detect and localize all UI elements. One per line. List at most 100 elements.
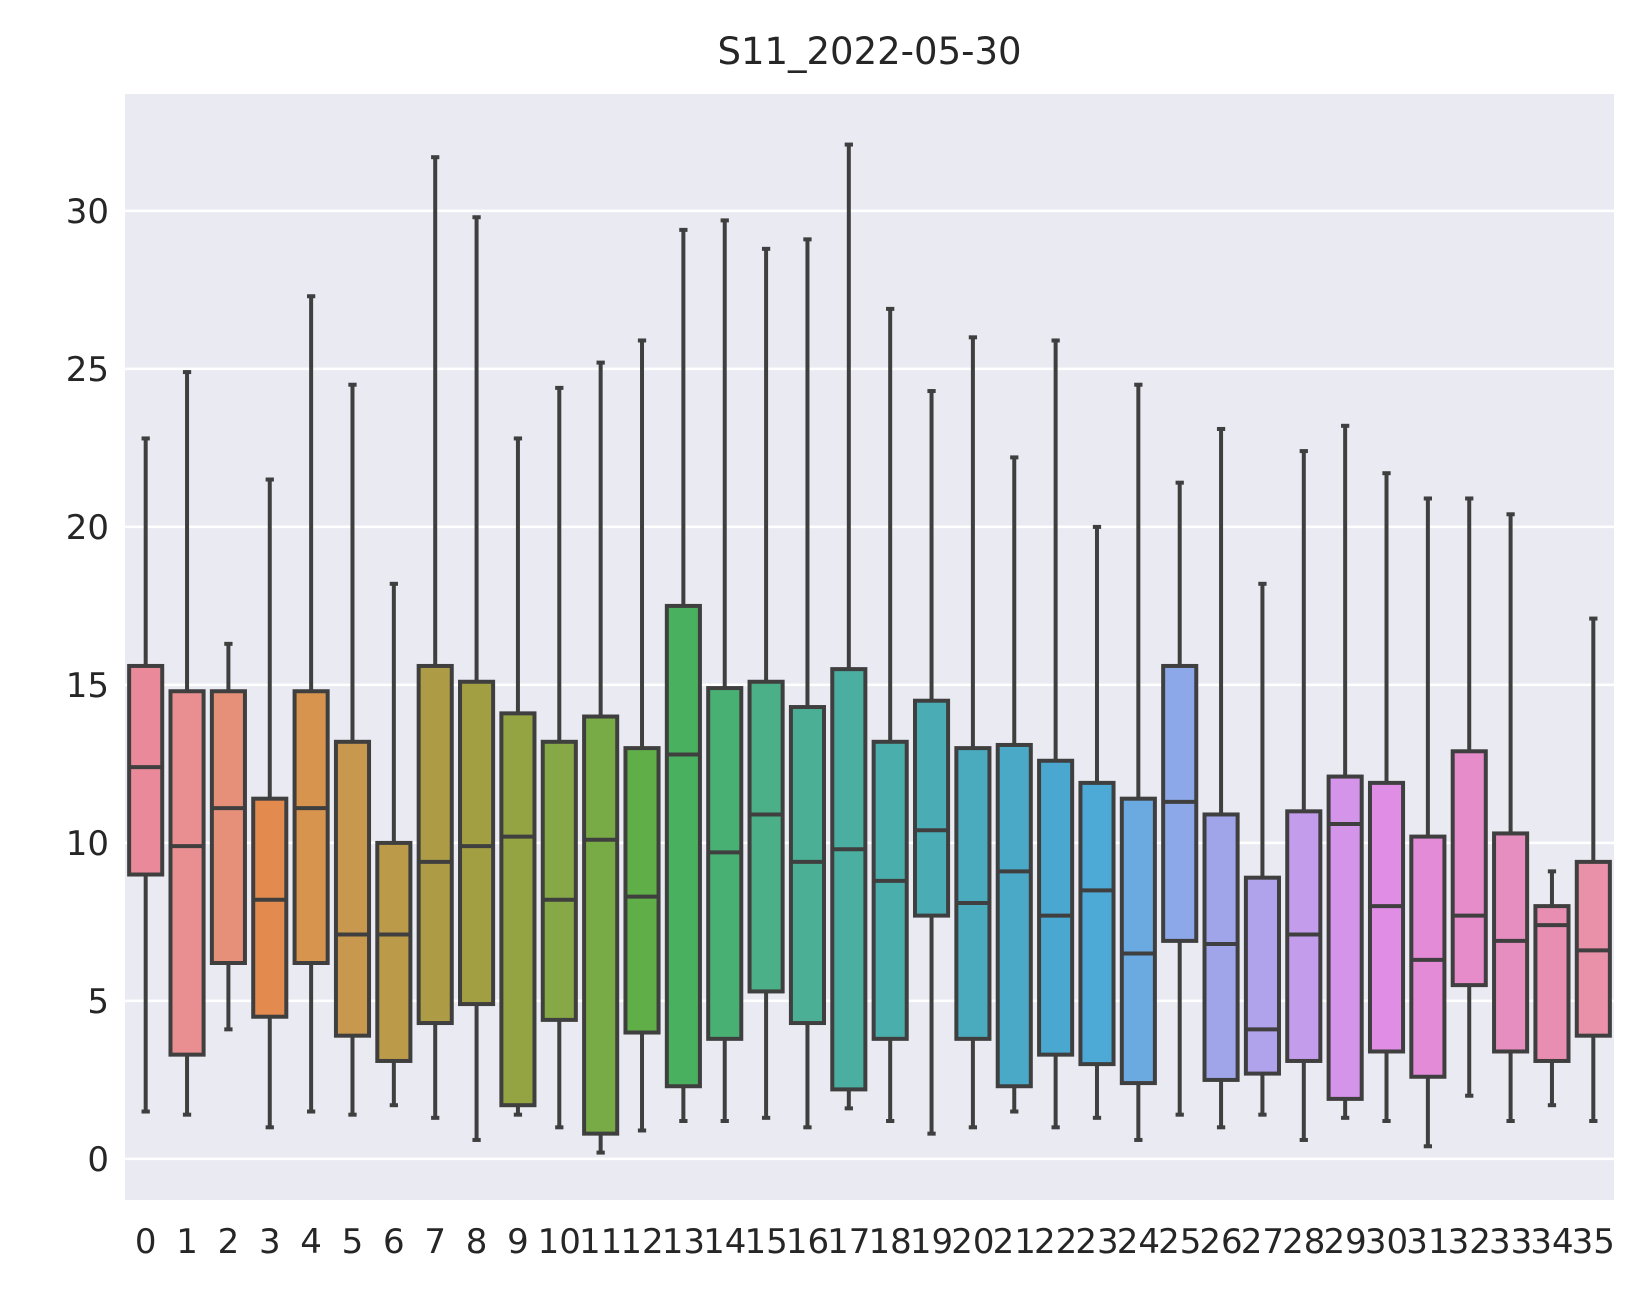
y-tick-label: 10 — [66, 824, 109, 864]
y-tick-label: 20 — [66, 508, 109, 548]
box-7 — [416, 155, 454, 1120]
x-tick-label: 11 — [579, 1222, 622, 1262]
iqr-box — [168, 689, 206, 1057]
x-tick-label: 12 — [620, 1222, 663, 1262]
iqr-box — [1409, 834, 1447, 1079]
x-tick-label: 31 — [1406, 1222, 1449, 1262]
box-1 — [168, 370, 206, 1117]
y-tick-label: 30 — [66, 192, 109, 232]
x-tick-label: 6 — [383, 1222, 405, 1262]
iqr-box — [912, 698, 951, 918]
box-8 — [458, 215, 496, 1142]
iqr-box — [375, 840, 413, 1063]
box-28 — [1285, 449, 1323, 1142]
box-16 — [788, 237, 827, 1130]
x-tick-label: 22 — [1034, 1222, 1077, 1262]
box-26 — [1202, 426, 1240, 1130]
iqr-box — [664, 603, 702, 1089]
iqr-box — [540, 739, 578, 1022]
box-9 — [499, 436, 537, 1117]
iqr-box — [1202, 812, 1240, 1082]
x-tick-label: 13 — [662, 1222, 705, 1262]
x-tick-label: 18 — [869, 1222, 912, 1262]
box-31 — [1409, 496, 1447, 1149]
x-tick-label: 20 — [951, 1222, 994, 1262]
box-32 — [1450, 496, 1488, 1098]
x-tick-label: 0 — [135, 1222, 157, 1262]
box-30 — [1367, 471, 1406, 1123]
box-10 — [540, 385, 578, 1130]
x-tick-label: 35 — [1572, 1222, 1615, 1262]
box-13 — [664, 227, 702, 1123]
box-18 — [871, 306, 909, 1123]
box-5 — [333, 382, 372, 1117]
iqr-box — [747, 679, 785, 994]
box-24 — [1119, 382, 1157, 1142]
box-22 — [1037, 338, 1075, 1130]
x-tick-label: 21 — [993, 1222, 1036, 1262]
iqr-box — [333, 739, 372, 1038]
y-tick-label: 0 — [87, 1140, 109, 1180]
x-tick-label: 10 — [538, 1222, 581, 1262]
iqr-box — [954, 746, 992, 1041]
y-tick-label: 5 — [87, 982, 109, 1022]
x-tick-label: 28 — [1282, 1222, 1325, 1262]
x-tick-label: 25 — [1158, 1222, 1201, 1262]
box-21 — [995, 455, 1033, 1114]
box-34 — [1533, 869, 1571, 1108]
x-tick-label: 24 — [1117, 1222, 1160, 1262]
y-tick-label: 15 — [66, 666, 109, 706]
iqr-box — [1533, 904, 1571, 1063]
box-4 — [292, 294, 330, 1114]
y-tick-label: 25 — [66, 350, 109, 390]
box-29 — [1326, 423, 1364, 1120]
x-tick-label: 1 — [176, 1222, 198, 1262]
x-tick-label: 5 — [342, 1222, 364, 1262]
x-tick-label: 33 — [1489, 1222, 1532, 1262]
iqr-box — [1243, 875, 1281, 1076]
x-tick-label: 27 — [1241, 1222, 1284, 1262]
x-tick-label: 2 — [218, 1222, 240, 1262]
iqr-box — [1450, 749, 1488, 988]
x-tick-label: 7 — [424, 1222, 446, 1262]
x-tick-label: 34 — [1530, 1222, 1573, 1262]
iqr-box — [995, 742, 1033, 1089]
x-tick-label: 23 — [1075, 1222, 1118, 1262]
boxes — [127, 142, 1612, 1155]
x-tick-label: 4 — [300, 1222, 322, 1262]
box-12 — [623, 338, 661, 1133]
plot-area — [125, 94, 1614, 1200]
box-3 — [251, 477, 289, 1130]
iqr-box — [458, 679, 496, 1007]
iqr-box — [706, 686, 744, 1041]
iqr-box — [416, 663, 454, 1026]
iqr-box — [830, 667, 868, 1092]
box-6 — [375, 581, 413, 1108]
box-25 — [1161, 480, 1199, 1117]
box-19 — [912, 389, 951, 1136]
box-17 — [830, 142, 868, 1111]
box-2 — [209, 641, 247, 1032]
iqr-box — [1326, 774, 1364, 1101]
iqr-box — [871, 739, 909, 1041]
x-tick-label: 3 — [259, 1222, 281, 1262]
x-tick-label: 17 — [827, 1222, 870, 1262]
x-tick-label: 29 — [1324, 1222, 1367, 1262]
x-tick-label: 30 — [1365, 1222, 1408, 1262]
box-27 — [1243, 581, 1281, 1117]
x-tick-label: 14 — [703, 1222, 746, 1262]
box-15 — [747, 246, 785, 1120]
x-tick-label: 16 — [786, 1222, 829, 1262]
iqr-box — [127, 663, 165, 877]
iqr-box — [1037, 758, 1075, 1057]
iqr-box — [209, 689, 247, 965]
x-tick-label: 26 — [1199, 1222, 1242, 1262]
box-0 — [127, 436, 165, 1114]
iqr-box — [582, 714, 620, 1136]
iqr-box — [499, 711, 537, 1108]
box-33 — [1492, 512, 1530, 1123]
box-20 — [954, 335, 992, 1130]
x-tick-label: 32 — [1448, 1222, 1491, 1262]
iqr-box — [292, 689, 330, 965]
